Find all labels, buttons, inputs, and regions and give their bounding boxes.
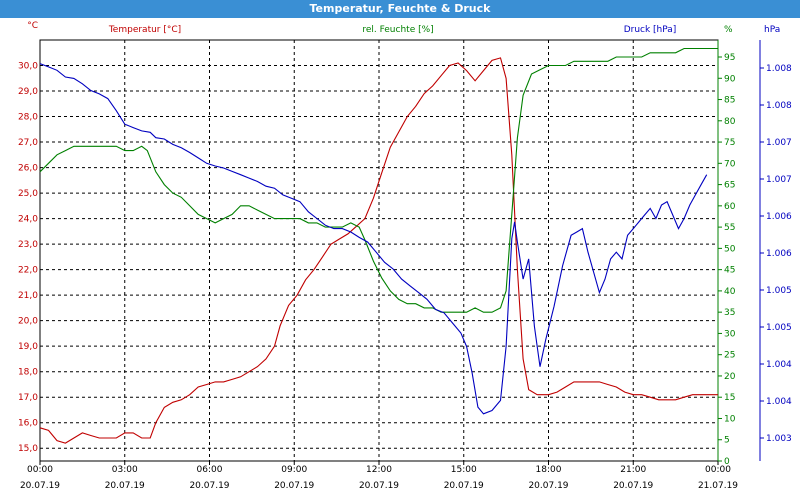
pressure-axis-unit: hPa bbox=[764, 25, 780, 35]
temp-tick-label: 28,0 bbox=[18, 113, 38, 123]
pressure-tick-label: 1.005 bbox=[766, 286, 792, 296]
temp-tick-label: 16,0 bbox=[18, 419, 38, 429]
humidity-tick-label: 65 bbox=[724, 181, 735, 191]
x-tick-label-date: 20.07.19 bbox=[528, 481, 568, 491]
legend-humidity: rel. Feuchte [%] bbox=[362, 25, 433, 35]
pressure-tick-label: 1.004 bbox=[766, 397, 792, 407]
temp-tick-label: 30,0 bbox=[18, 62, 38, 72]
humidity-tick-label: 80 bbox=[724, 117, 736, 127]
humidity-tick-label: 95 bbox=[724, 53, 735, 63]
pressure-tick-label: 1.007 bbox=[766, 138, 792, 148]
chart: 00:00 20.07.19 03:00 20.07.19 06:00 20.07.19 0… bbox=[18, 21, 792, 491]
humidity-tick-label: 0 bbox=[724, 457, 730, 467]
left-axis-unit: °C bbox=[27, 21, 38, 31]
pressure-tick-label: 1.006 bbox=[766, 212, 792, 222]
temp-tick-label: 27,0 bbox=[18, 138, 38, 148]
x-tick-label-date: 21.07.19 bbox=[698, 481, 738, 491]
x-tick-label-date: 20.07.19 bbox=[105, 481, 145, 491]
humidity-tick-label: 85 bbox=[724, 96, 735, 106]
x-tick-label-date: 20.07.19 bbox=[274, 481, 314, 491]
temp-tick-label: 29,0 bbox=[18, 87, 38, 97]
humidity-tick-label: 15 bbox=[724, 393, 735, 403]
x-tick-label-date: 20.07.19 bbox=[613, 481, 653, 491]
legend-pressure: Druck [hPa] bbox=[624, 25, 677, 35]
humidity-tick-label: 60 bbox=[724, 202, 736, 212]
humidity-tick-label: 5 bbox=[724, 436, 730, 446]
x-tick-label-time: 12:00 bbox=[366, 465, 392, 475]
temp-tick-label: 24,0 bbox=[18, 215, 38, 225]
x-tick-label-time: 21:00 bbox=[620, 465, 646, 475]
x-tick-label-time: 00:00 bbox=[27, 465, 53, 475]
x-tick-label-date: 20.07.19 bbox=[359, 481, 399, 491]
temp-tick-label: 21,0 bbox=[18, 291, 38, 301]
temp-tick-label: 23,0 bbox=[18, 240, 38, 250]
humidity-tick-label: 50 bbox=[724, 244, 736, 254]
humidity-tick-label: 75 bbox=[724, 138, 735, 148]
x-tick-label-time: 06:00 bbox=[197, 465, 223, 475]
x-tick-label-date: 20.07.19 bbox=[20, 481, 60, 491]
humidity-tick-label: 30 bbox=[724, 329, 736, 339]
humidity-tick-label: 25 bbox=[724, 351, 735, 361]
humidity-axis-unit: % bbox=[724, 25, 733, 35]
temp-tick-label: 18,0 bbox=[18, 368, 38, 378]
temp-tick-label: 20,0 bbox=[18, 317, 38, 327]
humidity-tick-label: 45 bbox=[724, 266, 735, 276]
pressure-tick-label: 1.008 bbox=[766, 101, 792, 111]
window-title: Temperatur, Feuchte & Druck bbox=[0, 0, 800, 18]
pressure-tick-label: 1.008 bbox=[766, 64, 792, 74]
series-line-pressure bbox=[39, 63, 708, 415]
humidity-tick-label: 20 bbox=[724, 372, 736, 382]
humidity-tick-label: 90 bbox=[724, 74, 736, 84]
x-tick-label-time: 00:00 bbox=[705, 465, 731, 475]
x-tick-label-time: 15:00 bbox=[451, 465, 477, 475]
humidity-tick-label: 55 bbox=[724, 223, 735, 233]
pressure-tick-label: 1.004 bbox=[766, 360, 792, 370]
x-tick-label-date: 20.07.19 bbox=[189, 481, 229, 491]
temp-tick-label: 26,0 bbox=[18, 164, 38, 174]
legend-temperature: Temperatur [°C] bbox=[108, 25, 181, 35]
humidity-tick-label: 40 bbox=[724, 287, 736, 297]
x-tick-label-time: 09:00 bbox=[281, 465, 307, 475]
temp-tick-label: 19,0 bbox=[18, 342, 38, 352]
x-tick-label-date: 20.07.19 bbox=[444, 481, 484, 491]
pressure-tick-label: 1.003 bbox=[766, 434, 792, 444]
pressure-tick-label: 1.005 bbox=[766, 323, 792, 333]
temp-tick-label: 17,0 bbox=[18, 393, 38, 403]
grid bbox=[40, 40, 718, 461]
temp-tick-label: 25,0 bbox=[18, 189, 38, 199]
temp-tick-label: 22,0 bbox=[18, 266, 38, 276]
series-line-humidity bbox=[39, 47, 718, 313]
x-tick-label-time: 18:00 bbox=[536, 465, 562, 475]
humidity-tick-label: 70 bbox=[724, 159, 736, 169]
humidity-tick-label: 10 bbox=[724, 414, 736, 424]
series-line-temperature bbox=[39, 57, 718, 444]
humidity-tick-label: 35 bbox=[724, 308, 735, 318]
pressure-tick-label: 1.007 bbox=[766, 175, 792, 185]
pressure-tick-label: 1.006 bbox=[766, 249, 792, 259]
temp-tick-label: 15,0 bbox=[18, 444, 38, 454]
x-tick-label-time: 03:00 bbox=[112, 465, 138, 475]
